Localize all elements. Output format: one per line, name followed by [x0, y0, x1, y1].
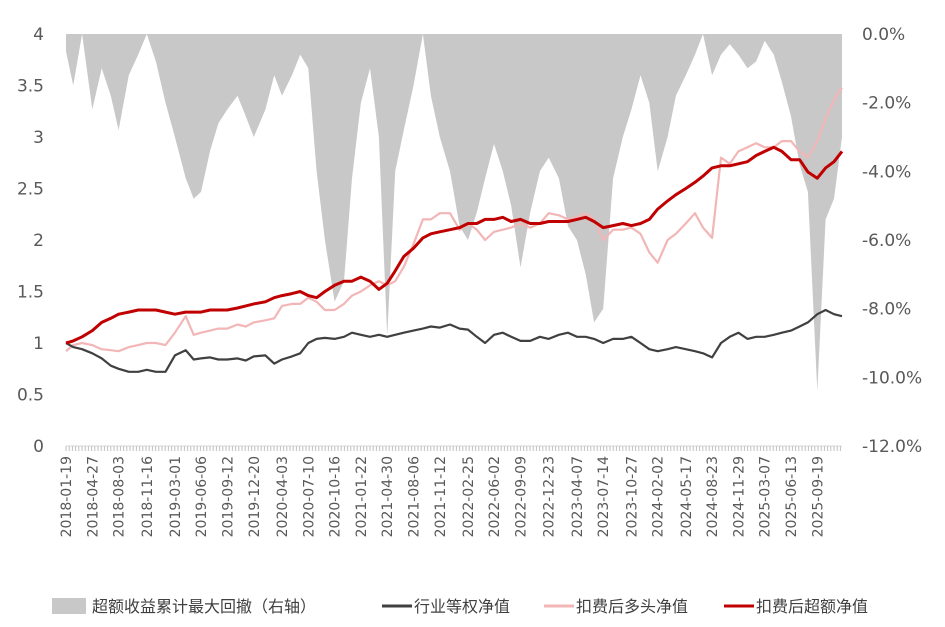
y-left-tick-label: 1.5	[17, 283, 44, 303]
x-tick-label: 2020-07-10	[301, 456, 317, 537]
x-tick-label: 2018-11-16	[140, 456, 156, 537]
axes-layer: 0 0.5 1 1.5 2 2.5 3 3.5 4 -12.0% -10.0% -8.0% -6.0% -…	[17, 25, 922, 537]
x-tick-label: 2019-06-06	[194, 456, 210, 537]
x-tick-label: 2021-11-12	[433, 456, 449, 537]
legend-label-excess: 扣费后超额净值	[756, 597, 868, 616]
x-tick-label: 2025-03-07	[758, 456, 774, 537]
x-tick-label: 2018-01-19	[59, 456, 75, 537]
x-tick-label: 2021-04-30	[380, 456, 396, 537]
x-tick-label: 2020-04-03	[275, 456, 291, 537]
x-tick-label: 2021-08-06	[407, 456, 423, 537]
x-tick-label: 2025-06-13	[784, 456, 800, 537]
legend-label-industry: 行业等权净值	[414, 597, 510, 616]
x-tick-label: 2018-04-27	[85, 456, 101, 537]
y-right-tick-label: -4.0%	[862, 162, 911, 182]
y-left-tick-label: 1	[33, 334, 44, 354]
legend-label-drawdown: 超额收益累计最大回撤（右轴）	[92, 597, 316, 616]
y-right-tick-label: -2.0%	[862, 94, 911, 114]
y-right-tick-label: -8.0%	[862, 300, 911, 320]
x-tick-label: 2023-04-07	[570, 456, 586, 537]
legend-label-long: 扣费后多头净值	[576, 597, 688, 616]
y-right-tick-label: -10.0%	[862, 368, 922, 388]
x-tick-label: 2023-10-27	[624, 456, 640, 537]
x-tick-label: 2025-09-19	[810, 456, 826, 537]
series-line-3	[65, 145, 844, 345]
x-tick-label: 2019-09-12	[220, 456, 236, 537]
x-tick-label: 2022-06-02	[487, 456, 503, 537]
x-tick-label: 2024-08-23	[705, 456, 721, 537]
series-lines-layer	[65, 87, 844, 373]
drawdown-area	[66, 34, 842, 392]
legend: 超额收益累计最大回撤（右轴） 行业等权净值 扣费后多头净值 扣费后超额净值	[52, 597, 868, 616]
legend-swatch-drawdown	[52, 598, 86, 614]
y-left-tick-label: 3	[33, 128, 44, 148]
x-tick-label: 2022-02-25	[461, 456, 477, 537]
x-tick-label: 2024-02-02	[651, 456, 667, 537]
x-tick-label: 2019-12-20	[247, 456, 263, 537]
x-tick-label: 2023-07-14	[596, 456, 612, 537]
x-tick-label: 2021-01-22	[354, 456, 370, 537]
y-left-tick-label: 0	[33, 437, 44, 457]
x-tick-label: 2022-12-23	[542, 456, 558, 537]
y-right-tick-label: 0.0%	[862, 25, 905, 45]
x-tick-label: 2024-05-17	[679, 456, 695, 537]
drawdown-area-layer	[66, 34, 842, 392]
series-line-1	[65, 308, 843, 373]
y-right-tick-label: -6.0%	[862, 231, 911, 251]
y-left-tick-label: 2.5	[17, 180, 44, 200]
x-tick-label: 2018-08-03	[112, 456, 128, 537]
y-left-tick-label: 3.5	[17, 77, 44, 97]
x-tick-label: 2024-11-29	[731, 456, 747, 537]
x-tick-label: 2020-10-16	[328, 456, 344, 537]
x-tick-label: 2019-03-01	[168, 456, 184, 537]
y-left-tick-label: 4	[33, 25, 44, 45]
y-left-tick-label: 0.5	[17, 386, 44, 406]
y-left-tick-label: 2	[33, 231, 44, 251]
series-line-2	[65, 87, 843, 353]
x-tick-label: 2022-09-09	[514, 456, 530, 537]
y-right-tick-label: -12.0%	[862, 437, 922, 457]
